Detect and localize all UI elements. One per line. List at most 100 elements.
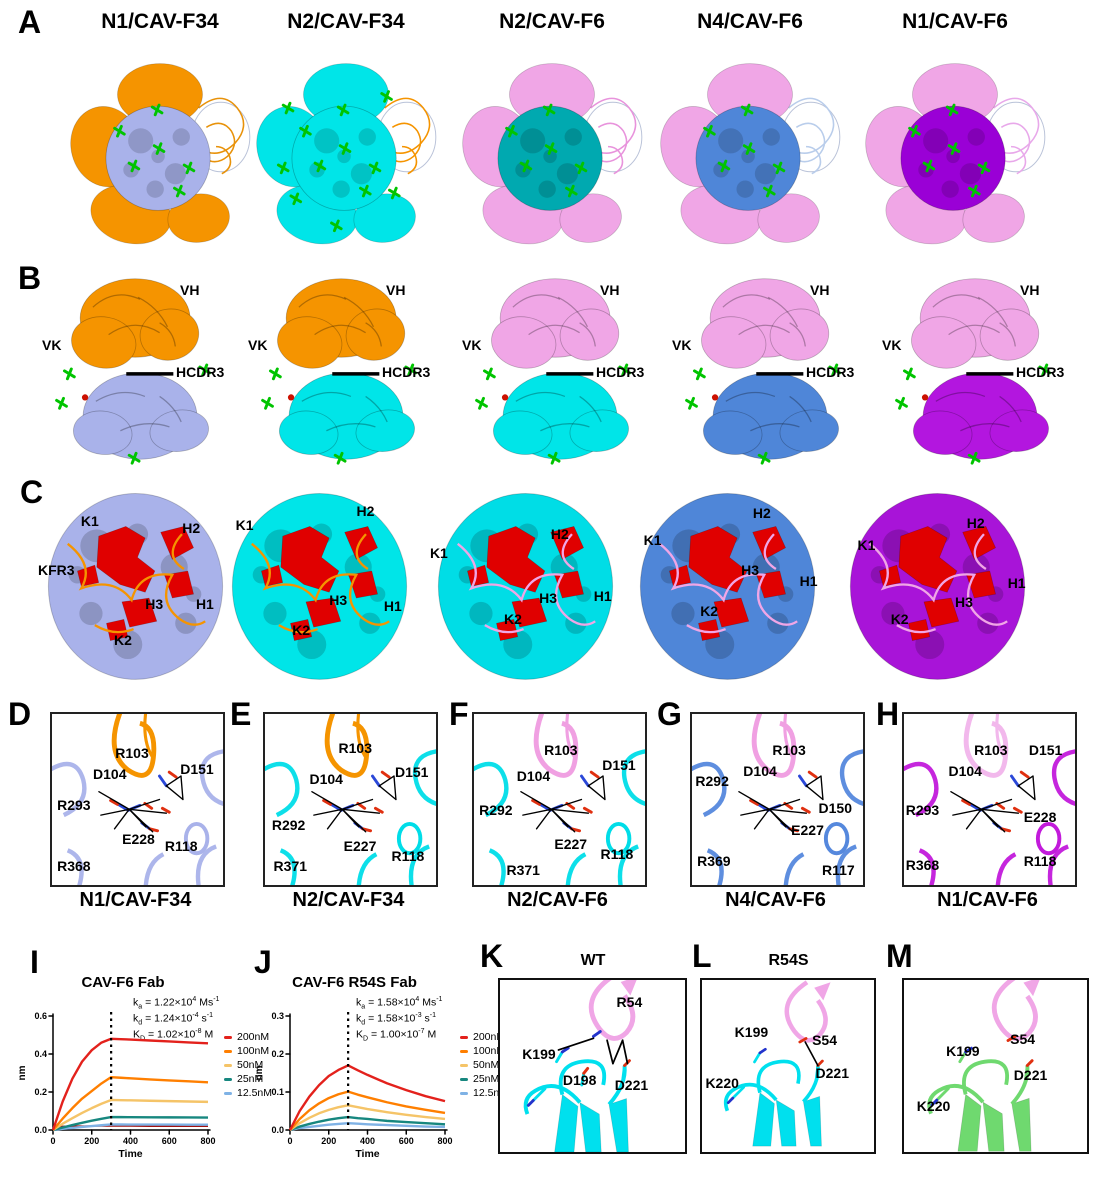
panel-letter-h: H [876, 696, 900, 732]
residue-label: H2 [752, 504, 771, 521]
residue-label: K220 [916, 1097, 951, 1114]
svg-text:400: 400 [360, 1136, 375, 1146]
panel-letter-f: F [449, 696, 469, 732]
residue-label: D104 [743, 762, 777, 779]
panelB-structure-2: VK VH HCDR3 [246, 264, 446, 470]
residue-label: K1 [857, 536, 876, 553]
panel-title: N1/CAV-F6 [937, 889, 1038, 911]
residue-label: VK [672, 337, 692, 354]
panelD-box: R103 D104 D151 R293 E228 R118 R368 [50, 712, 225, 887]
sensorgram-chart-J: 0.0 0.1 0.2 0.3 0 200 400 600 800 Time nm [254, 1011, 453, 1160]
panelG-box: R103 D104 R292 D150 E227 R369 R117 [690, 712, 865, 887]
residue-label: H1 [593, 587, 612, 604]
residue-label: R118 [164, 837, 198, 854]
interaction-detail-structure [265, 714, 436, 885]
residue-label: H3 [145, 596, 164, 613]
residue-label: D151 [180, 760, 214, 777]
residue-label: R371 [506, 861, 540, 878]
residue-label: VK [248, 337, 268, 354]
kinetics-annotation: ka = 1.58×104 Ms-1 kd = 1.58×10-3 s-1 KD =… [356, 996, 442, 1044]
residue-label: R118 [1023, 853, 1057, 870]
series-100nM [52, 1075, 209, 1131]
panel-letter-m: M [886, 938, 913, 974]
panel-letter-g: G [657, 696, 682, 732]
panelB-structure-4: VK VH HCDR3 [670, 264, 870, 470]
residue-label: D221 [614, 1077, 649, 1094]
epitope-surface-structure [639, 493, 816, 680]
residue-label: R103 [338, 740, 372, 757]
panelL-box: K199 S54 K220 D221 [700, 978, 876, 1154]
legend-swatch [460, 1063, 468, 1067]
panelC-structure-3: K1 H2 H3 H1 K2 [428, 478, 623, 691]
kinetic-constant: ka = 1.22×104 Ms-1 [133, 996, 220, 1011]
na-tetramer-structure [865, 63, 1046, 245]
legend-item: 25nM [460, 1072, 508, 1086]
residue-label: H1 [1007, 574, 1026, 591]
residue-label: VK [462, 337, 482, 354]
legend-item: 50nM [224, 1058, 272, 1072]
svg-text:600: 600 [162, 1136, 177, 1146]
residue-label: K2 [114, 632, 132, 649]
legend-item: 200nM [224, 1030, 272, 1044]
mutant-detail-structure [927, 980, 1040, 1152]
residue-label: E227 [791, 822, 824, 839]
residue-label: R103 [544, 742, 578, 759]
residue-label: D221 [815, 1065, 849, 1081]
panelK-box: R54 K199 D198 D221 [498, 978, 687, 1154]
fab-na-structure [895, 278, 1052, 465]
panel-title: N2/CAV-F34 [292, 889, 405, 911]
residue-label: H3 [741, 562, 760, 579]
structure-title: N1/CAV-F34 [101, 10, 219, 33]
residue-label: R293 [905, 801, 940, 818]
legend-label: 100nM [237, 1045, 270, 1057]
svg-text:0.0: 0.0 [34, 1125, 47, 1135]
mutant-detail-structure [523, 980, 637, 1152]
residue-label: E227 [343, 837, 377, 854]
svg-text:800: 800 [437, 1136, 452, 1146]
na-tetramer-structure [70, 63, 251, 245]
svg-text:0.1: 0.1 [271, 1087, 284, 1097]
residue-label: K2 [292, 621, 311, 638]
svg-text:0.2: 0.2 [34, 1087, 47, 1097]
residue-label: R368 [57, 858, 91, 875]
svg-text:0.0: 0.0 [271, 1125, 284, 1135]
legend-item: 50nM [460, 1058, 508, 1072]
legend-label: 25nM [473, 1073, 500, 1085]
residue-label: H3 [955, 594, 973, 611]
legend-label: 50nM [473, 1059, 500, 1071]
epitope-surface-structure [437, 493, 614, 680]
chart-title: CAV-F6 R54S Fab [292, 974, 417, 991]
residue-label: H2 [182, 519, 201, 536]
residue-label: D150 [818, 800, 852, 817]
chart-title: CAV-F6 Fab [81, 974, 165, 991]
panelC-structure-5: K1 H2 H1 H3 K2 [840, 478, 1035, 691]
residue-label: R368 [905, 856, 940, 873]
panel-letter-d: D [8, 696, 32, 732]
residue-label: D104 [309, 771, 343, 788]
structure-title: N1/CAV-F6 [902, 10, 1008, 33]
panel-title: WT [580, 952, 606, 969]
chart-legend: 200nM 100nM 50nM 25nM 12.5nM [224, 1030, 272, 1100]
residue-label: H2 [550, 525, 569, 542]
residue-label: R117 [821, 861, 855, 878]
fab-na-structure [55, 278, 212, 465]
residue-label: K2 [504, 611, 522, 628]
residue-label: D104 [516, 767, 551, 784]
interaction-detail-structure [52, 714, 223, 885]
x-axis-label: Time [118, 1148, 142, 1160]
svg-text:0: 0 [287, 1136, 292, 1146]
residue-label: VH [1020, 281, 1040, 298]
svg-text:800: 800 [200, 1136, 215, 1146]
residue-label: D151 [602, 757, 636, 774]
residue-label: K1 [235, 517, 254, 534]
legend-label: 200nM [237, 1031, 270, 1043]
residue-label: HCDR3 [596, 363, 645, 380]
panelA-structure-5: N1/CAV-F6 [855, 10, 1055, 250]
epitope-surface-structure [231, 493, 408, 680]
legend-item: 100nM [460, 1044, 508, 1058]
panelE-box: R103 D104 D151 R292 E227 R118 R371 [263, 712, 438, 887]
residue-label: HCDR3 [806, 363, 855, 380]
residue-label: HCDR3 [176, 363, 225, 380]
residue-label: E227 [554, 836, 588, 853]
kinetic-constant: kd = 1.24×10-4 s-1 [133, 1011, 214, 1027]
